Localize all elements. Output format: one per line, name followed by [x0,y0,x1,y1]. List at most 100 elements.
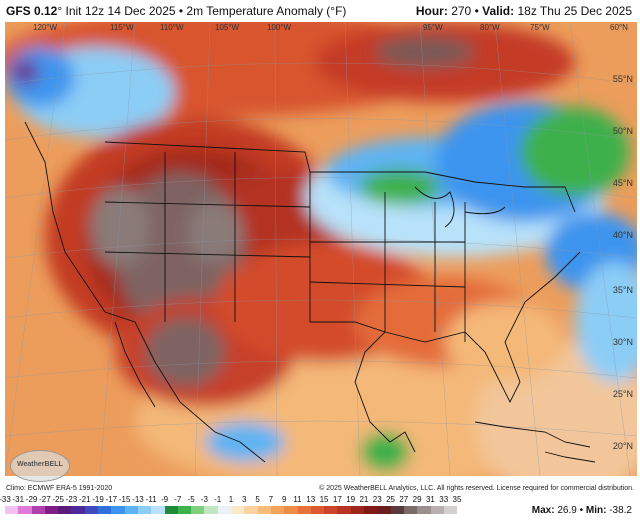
scale-tick-label: 1 [228,495,234,504]
scale-swatch [124,506,138,514]
forecast-time: Hour: 270 • Valid: 18z Thu 25 Dec 2025 [415,4,632,18]
color-scale: -33 -31 -29 -27 -25 -23 -21 -19 -17 -15 -13 -11 -9 -7… [0,495,461,517]
scale-swatch [364,506,378,514]
lat-label-0: 55°N [612,74,633,84]
copyright-text: © 2025 WeatherBELL Analytics, LLC. All r… [319,485,634,492]
scale-swatch [204,506,218,514]
scale-tick-label: 11 [293,495,302,504]
lon-label-4: 100°W [267,23,292,32]
anomaly-field [5,22,637,476]
scale-swatch [98,506,112,514]
lat-label-3: 40°N [612,230,633,240]
scale-tick-label: -11 [145,495,157,504]
lat-label-6: 25°N [612,389,633,399]
scale-swatch [390,506,404,514]
lat-label-5: 30°N [612,337,633,347]
scale-swatch [350,506,365,514]
scale-swatch [443,506,458,514]
scale-tick-label: -3 [200,495,208,504]
scale-swatch [111,506,125,514]
scale-swatch [270,506,285,514]
scale-tick-label: 21 [359,495,369,504]
scale-swatch [257,506,271,514]
logo-text: WeatherBELL [17,461,63,468]
scale-tick-label: 27 [399,495,409,504]
scale-swatch [84,506,99,514]
scale-tick-label: 23 [372,495,382,504]
lat-label-1: 50°N [612,126,633,136]
scale-swatch [191,506,205,514]
scale-tick-label: 33 [439,495,449,504]
scale-bar [5,506,458,514]
min-value: -38.2 [609,505,632,516]
scale-swatch [71,506,85,514]
init-text: ° Init 12z 14 Dec 2025 • 2m Temperature … [57,4,347,18]
scale-swatch [231,506,245,514]
climo-text: Climo: ECMWF ERA-5 1991-2020 [6,485,113,492]
scale-tick-label: -25 [52,495,64,504]
scale-tick-label: 25 [386,495,395,504]
scale-tick-label: 19 [346,495,356,504]
lon-label-2: 110°W [160,23,184,32]
scale-swatch [310,506,325,514]
scale-tick-label: 17 [332,495,342,504]
scale-swatch [377,506,391,514]
scale-swatch [337,506,351,514]
scale-swatch [217,506,232,514]
scale-tick-label: 5 [255,495,260,504]
map-header: GFS 0.12° Init 12z 14 Dec 2025 • 2m Temp… [0,0,640,22]
scale-tick-label: 31 [425,495,435,504]
lon-label-0: 120°W [33,23,58,32]
scale-tick-label: 35 [452,495,462,504]
scale-tick-label: -33 [0,495,11,504]
scale-tick-label: 13 [306,495,316,504]
scale-tick-label: -1 [214,495,222,504]
scale-tick-label: 3 [242,495,247,504]
scale-swatch [324,506,338,514]
weatherbell-logo: WeatherBELL [10,450,70,482]
scale-tick-label: 9 [281,495,287,504]
scale-tick-label: -31 [12,495,25,504]
scale-swatch [31,506,45,514]
model-name: GFS 0.12 [6,4,58,18]
scale-swatch [137,506,152,514]
scale-tick-label: -27 [39,495,51,504]
scale-tick-label: -13 [132,495,144,504]
scale-swatch [151,506,165,514]
scale-tick-label: -15 [118,495,131,504]
scale-swatch [244,506,258,514]
scale-swatch [5,506,19,514]
max-label: Max: [531,505,555,516]
scale-swatch [284,506,298,514]
scale-tick-label: 29 [412,495,422,504]
lon-label-6: 80°W [480,23,500,32]
lon-label-1: 115°W [110,23,134,32]
valid-label: Valid: [482,4,515,18]
scale-tick-label: -9 [160,495,169,504]
lat-label-4: 35°N [612,285,633,295]
hour-label: Hour: [415,4,448,18]
scale-swatch [417,506,431,514]
scale-swatch [58,506,72,514]
scale-tick-label: -17 [105,495,118,504]
scale-tick-label: -29 [25,495,38,504]
scale-tick-label: -7 [174,495,182,504]
scale-tick-label: 15 [319,495,329,504]
scale-tick-label: -23 [65,495,78,504]
scale-swatch [164,506,178,514]
hour-value: 270 [451,4,472,18]
scale-swatch [18,506,32,514]
valid-value: 18z Thu 25 Dec 2025 [517,4,632,18]
max-min: Max: 26.9 • Min: -38.2 [531,505,632,516]
temperature-anomaly-map: 120°W 115°W 110°W 105°W 100°W 95°W 80°W … [5,22,637,476]
scale-swatch [403,506,418,514]
lon-label-3: 105°W [215,23,240,32]
scale-tick-label: 7 [268,495,274,504]
scale-swatch [44,506,59,514]
scale-swatch [297,506,311,514]
lon-label-8: 60°N [610,23,628,32]
min-label: Min: [585,505,607,516]
scale-tick-label: -19 [92,495,104,504]
lat-label-2: 45°N [612,178,633,188]
title: GFS 0.12° Init 12z 14 Dec 2025 • 2m Temp… [6,4,346,18]
